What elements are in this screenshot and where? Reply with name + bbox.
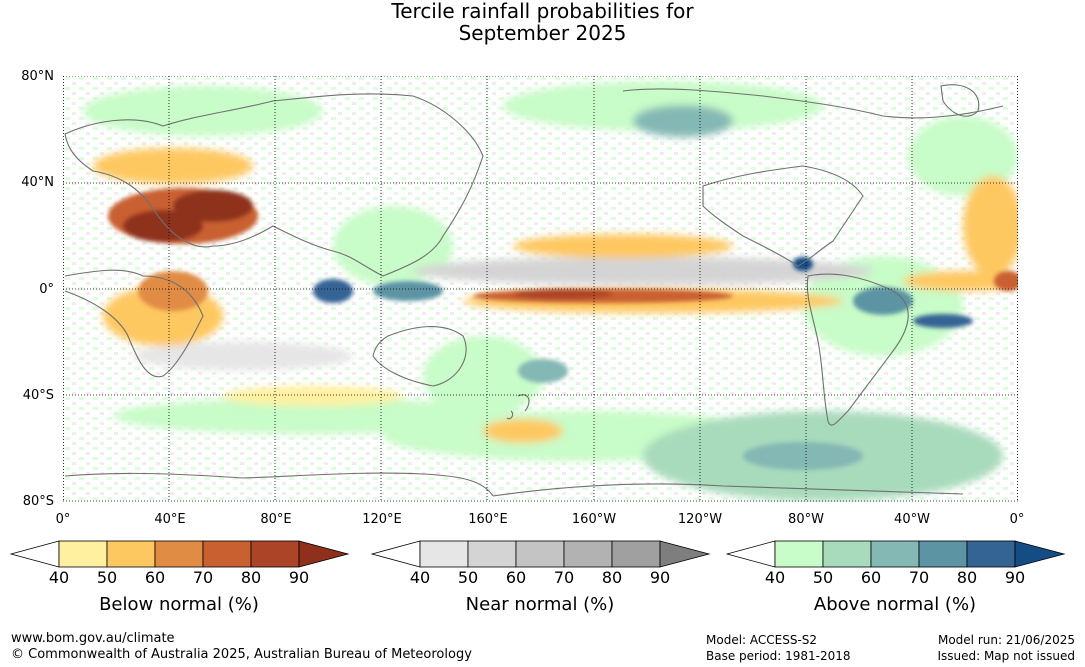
lon-label-120w: 120°W <box>677 512 723 527</box>
legend-below-swatch-50 <box>106 540 156 568</box>
legend-above-tick-90: 90 <box>1004 568 1026 587</box>
lat-label-40s: 40°S <box>22 388 54 403</box>
legend-near-swatch-80 <box>611 540 661 568</box>
legend-above-swatch-low <box>726 540 776 568</box>
legend-near-tick-90: 90 <box>649 568 671 587</box>
legend-below-tick-80: 80 <box>240 568 262 587</box>
probability-field <box>83 81 1018 501</box>
legend-near-tick-70: 70 <box>553 568 575 587</box>
legend-near-swatch-70 <box>563 540 613 568</box>
website-link[interactable]: www.bom.gov.au/climate <box>11 631 175 646</box>
legend-below-swatch-high <box>298 540 350 568</box>
lat-label-80n: 80°N <box>21 69 54 84</box>
legend-below-swatch-low <box>10 540 60 568</box>
lon-label-0: 0° <box>55 512 71 527</box>
legend-above-swatch-60 <box>870 540 920 568</box>
legend-near-title: Near normal (%) <box>465 594 615 615</box>
legend-near-swatch-high <box>659 540 711 568</box>
lon-label-0-east: 0° <box>1009 512 1025 527</box>
legend-above-tick-40: 40 <box>764 568 786 587</box>
lon-label-120e: 120°E <box>362 512 402 527</box>
legend-near-swatch-40 <box>419 540 469 568</box>
legend-below-tick-50: 50 <box>96 568 118 587</box>
lon-label-160w: 160°W <box>571 512 617 527</box>
legend-above-tick-60: 60 <box>860 568 882 587</box>
legend-near-swatch-50 <box>467 540 517 568</box>
legend-below-tick-40: 40 <box>48 568 70 587</box>
legend-below-swatch-80 <box>250 540 300 568</box>
map-title: Tercile rainfall probabilities for Septe… <box>0 0 1085 44</box>
legend-near-tick-80: 80 <box>601 568 623 587</box>
legend-below-tick-70: 70 <box>192 568 214 587</box>
legend-below-swatch-70 <box>202 540 252 568</box>
lon-label-80e: 80°E <box>260 512 292 527</box>
legend-above-tick-80: 80 <box>956 568 978 587</box>
coastlines <box>64 84 1004 497</box>
legend-below-title: Below normal (%) <box>99 594 259 615</box>
legend-below-normal: 40 50 60 70 80 90 Below normal (%) <box>10 540 350 615</box>
legend-above-swatch-40 <box>774 540 824 568</box>
strong-signal-field <box>108 188 1018 470</box>
legend-below-swatch-60 <box>154 540 204 568</box>
issued-status: Issued: Map not issued <box>937 649 1075 663</box>
legend-below-swatch-40 <box>58 540 108 568</box>
legend-above-title: Above normal (%) <box>813 594 977 615</box>
legend-below-tick-60: 60 <box>144 568 166 587</box>
legend-near-tick-60: 60 <box>505 568 527 587</box>
lat-label-40n: 40°N <box>21 175 54 190</box>
legend-below-tick-90: 90 <box>288 568 310 587</box>
lon-label-160e: 160°E <box>468 512 508 527</box>
rainfall-probability-map <box>63 76 1018 502</box>
lon-label-40w: 40°W <box>894 512 930 527</box>
copyright-text: © Commonwealth of Australia 2025, Austra… <box>11 647 472 662</box>
title-line-2: September 2025 <box>458 21 627 45</box>
legend-above-normal: 40 50 60 70 80 90 Above normal (%) <box>726 540 1066 615</box>
legend-near-swatch-low <box>371 540 421 568</box>
base-period: Base period: 1981-2018 <box>706 649 851 663</box>
legend-near-tick-40: 40 <box>409 568 431 587</box>
legend-below-colorbar <box>10 540 350 568</box>
lon-label-40e: 40°E <box>154 512 186 527</box>
legend-near-normal: 40 50 60 70 80 90 Near normal (%) <box>371 540 711 615</box>
legend-above-swatch-high <box>1014 540 1066 568</box>
legend-near-colorbar <box>371 540 711 568</box>
title-line-1: Tercile rainfall probabilities for <box>391 0 694 23</box>
lat-label-equator: 0° <box>39 282 54 297</box>
legend-above-swatch-70 <box>918 540 968 568</box>
model-run-date: Model run: 21/06/2025 <box>937 633 1075 647</box>
model-name: Model: ACCESS-S2 <box>706 633 818 647</box>
lat-label-80s: 80°S <box>22 494 54 509</box>
legend-above-colorbar <box>726 540 1066 568</box>
legend-above-swatch-80 <box>966 540 1016 568</box>
graticule <box>63 76 1018 502</box>
legend-near-tick-50: 50 <box>457 568 479 587</box>
legend-near-swatch-60 <box>515 540 565 568</box>
legend-above-tick-70: 70 <box>908 568 930 587</box>
legend-above-tick-50: 50 <box>812 568 834 587</box>
lon-label-80w: 80°W <box>788 512 824 527</box>
legend-above-swatch-50 <box>822 540 872 568</box>
